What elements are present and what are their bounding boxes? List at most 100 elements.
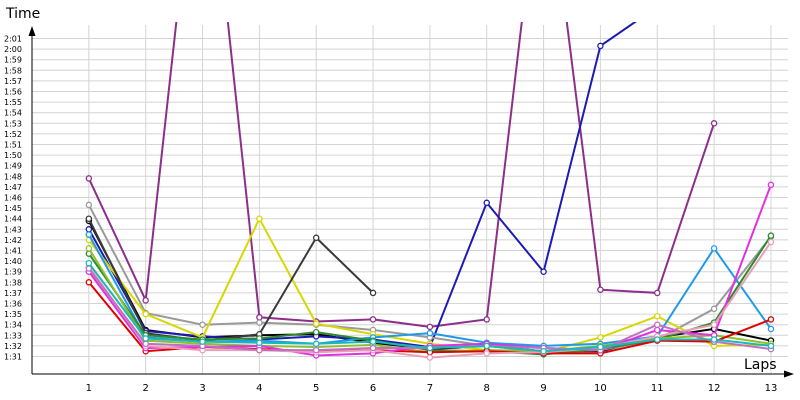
y-tick-label: 1:42: [4, 236, 22, 245]
series-point: [483, 350, 490, 357]
series-point: [142, 297, 149, 304]
series-point: [256, 314, 263, 321]
y-tick-label: 1:35: [4, 310, 22, 319]
y-tick-label: 1:55: [4, 98, 22, 107]
series-point: [597, 42, 604, 50]
series-point: [483, 342, 490, 350]
y-tick-label: 1:39: [4, 268, 22, 277]
series-point: [540, 268, 547, 275]
y-tick-label: 1:54: [4, 109, 22, 118]
series-line: [87, 218, 374, 342]
series-lines: [85, 22, 775, 361]
series-point: [426, 323, 434, 331]
y-tick-label: 1:50: [4, 151, 22, 160]
series-point: [710, 336, 718, 343]
x-tick-labels: 1 2 3 4 5 6 7 8 9 10 11 12 13: [86, 383, 778, 394]
axes: Time Laps: [5, 6, 794, 378]
series-line: [87, 22, 716, 328]
y-axis-arrow: [28, 26, 36, 36]
y-tick-label: 1:37: [4, 289, 22, 298]
x-tick-label: 1: [86, 383, 92, 394]
series-point: [369, 344, 377, 352]
y-tick-label: 1:41: [4, 247, 22, 256]
series-point: [483, 199, 490, 207]
series-point: [540, 347, 547, 355]
x-tick-label: 6: [370, 383, 376, 394]
series-point: [199, 321, 206, 328]
series-point: [85, 259, 93, 267]
y-tick-label: 2:01: [4, 35, 22, 44]
series-point: [369, 316, 377, 323]
series-point: [369, 338, 377, 345]
y-tick-label: 1:45: [4, 204, 22, 213]
series-point: [256, 346, 263, 354]
x-tick-label: 9: [540, 383, 546, 394]
y-tick-label: 1:51: [4, 141, 22, 150]
series-point: [142, 340, 149, 348]
series-point: [312, 346, 320, 354]
y-tick-label: 1:47: [4, 183, 22, 192]
x-tick-label: 12: [708, 383, 721, 394]
series-point: [426, 344, 434, 352]
series-point: [767, 232, 775, 239]
y-tick-label: 1:40: [4, 257, 22, 266]
y-tick-label: 1:31: [4, 353, 22, 362]
series-point: [312, 340, 320, 348]
series-point: [85, 215, 93, 222]
series-point: [710, 305, 718, 313]
series-point: [710, 245, 718, 252]
series-point: [85, 226, 93, 233]
y-tick-label: 1:33: [4, 331, 22, 340]
y-tick-label: 1:34: [4, 321, 22, 330]
series-point: [654, 289, 661, 297]
series-point: [597, 343, 604, 351]
series-point: [767, 325, 775, 333]
x-tick-label: 5: [313, 383, 319, 394]
x-tick-label: 13: [765, 383, 778, 394]
y-tick-label: 1:49: [4, 162, 22, 171]
series-point: [312, 328, 320, 336]
series-point: [142, 335, 149, 342]
series-point: [426, 329, 434, 337]
series-point: [767, 316, 775, 323]
series-point: [256, 319, 263, 326]
y-tick-label: 1:57: [4, 77, 22, 86]
series-point: [199, 338, 206, 345]
series-point: [597, 286, 604, 293]
series-point: [767, 238, 775, 246]
x-tick-label: 3: [199, 383, 205, 394]
y-tick-label: 1:56: [4, 88, 22, 97]
y-tick-label: 1:59: [4, 56, 22, 65]
x-axis-arrow: [784, 370, 794, 378]
y-axis-title: Time: [5, 6, 40, 22]
series-14: [85, 259, 775, 355]
series-point: [312, 234, 320, 242]
series-point: [85, 245, 93, 252]
y-tick-label: 1:58: [4, 66, 22, 75]
series-point: [85, 201, 93, 209]
y-tick-label: 2:00: [4, 45, 22, 54]
x-tick-label: 10: [594, 383, 607, 394]
y-tick-label: 1:44: [4, 215, 22, 224]
series-point: [369, 289, 377, 297]
series-point: [654, 336, 661, 343]
series-point: [483, 316, 490, 323]
y-tick-label: 1:52: [4, 130, 22, 139]
y-tick-label: 1:36: [4, 300, 22, 309]
series-point: [85, 231, 93, 238]
x-tick-label: 7: [427, 383, 433, 394]
series-point: [426, 354, 434, 361]
y-tick-label: 1:32: [4, 342, 22, 351]
x-tick-label: 4: [256, 383, 262, 394]
series-point: [654, 321, 661, 328]
series-point: [85, 175, 93, 182]
x-axis-title: Laps: [744, 357, 777, 373]
y-tick-label: 1:43: [4, 225, 22, 234]
series-point: [85, 279, 93, 286]
y-tick-labels: 1:31 1:32 1:331:34 1:351:36 1:37 1:381:39 1:40…: [4, 35, 22, 362]
grid-lines: [32, 25, 788, 374]
y-tick-label: 1:46: [4, 194, 22, 203]
series-point: [710, 321, 718, 328]
